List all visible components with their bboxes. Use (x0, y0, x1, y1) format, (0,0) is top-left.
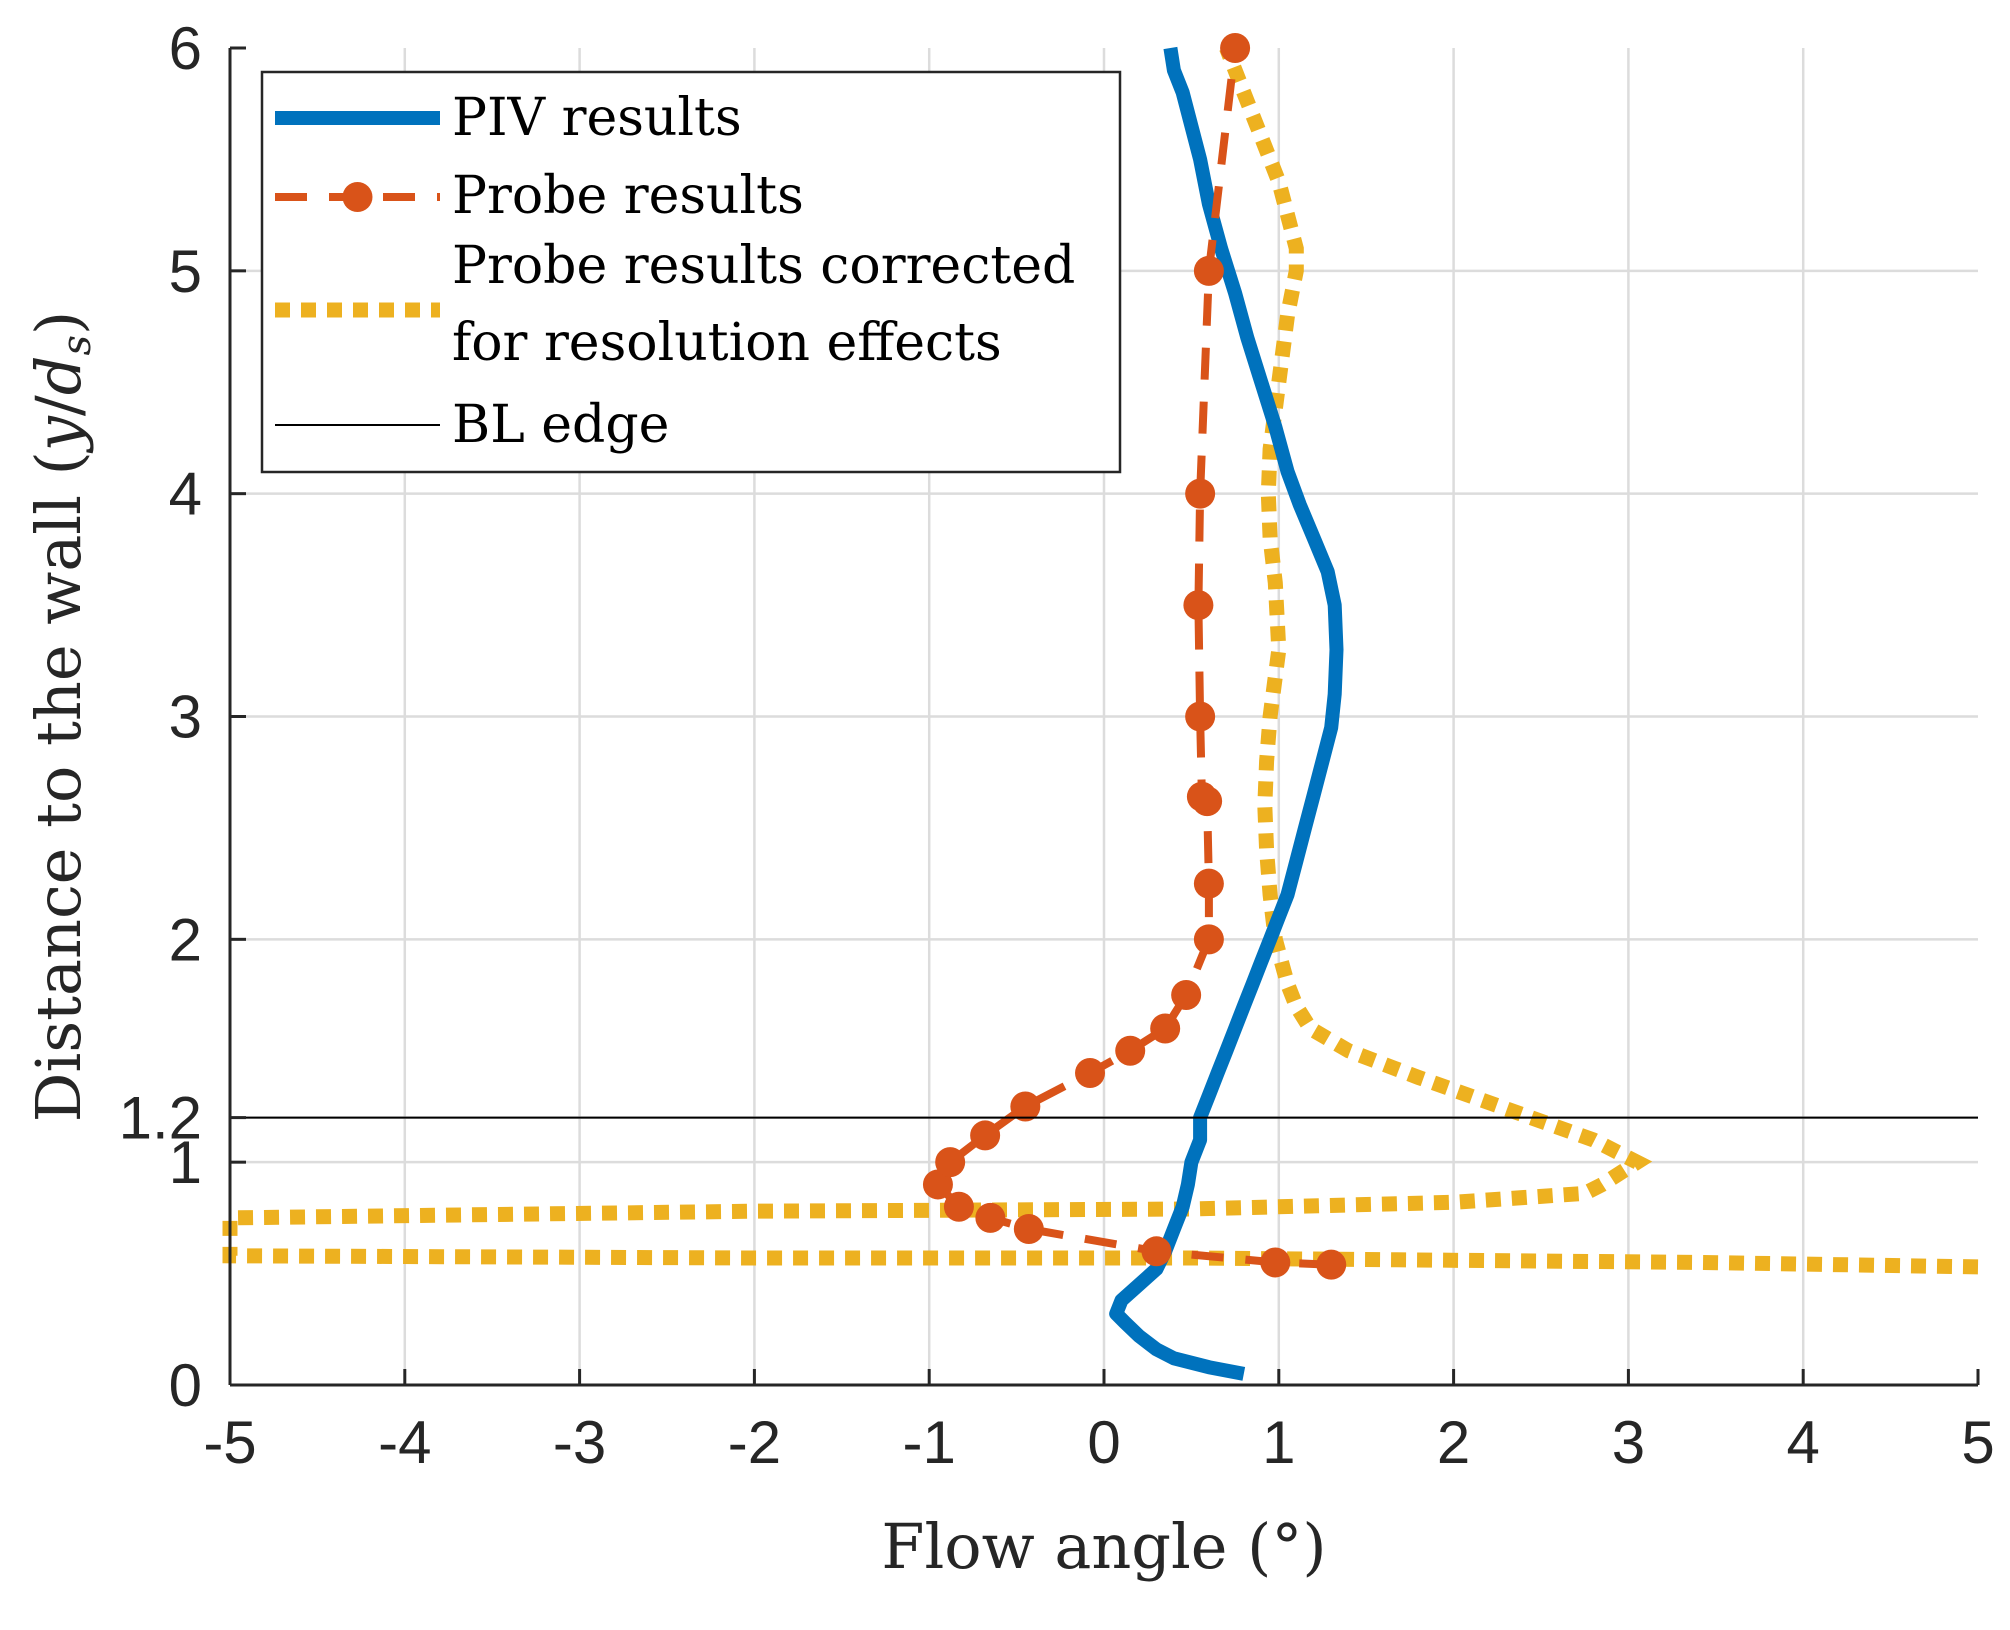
x-axis-label: Flow angle (°) (881, 1510, 1326, 1583)
y-tick-label: 1.2 (119, 1085, 202, 1152)
probe-marker (1260, 1247, 1291, 1278)
legend-sample-probe-marker (342, 182, 373, 212)
probe-marker (975, 1202, 1006, 1233)
probe-marker (1013, 1214, 1044, 1245)
y-axis-label-sub: s (54, 335, 100, 356)
legend-box (260, 70, 1122, 474)
probe-marker (1141, 1236, 1172, 1267)
x-tick-label: 2 (1437, 1409, 1470, 1476)
x-tick-label: 1 (1262, 1409, 1295, 1476)
x-tick-label: 4 (1787, 1409, 1820, 1476)
x-tick-label: -5 (203, 1409, 256, 1476)
probe-marker (1171, 980, 1202, 1011)
probe-marker (1150, 1013, 1181, 1044)
legend-label-corrected-line1: Probe results corrected (452, 236, 1075, 296)
legend: PIV results Probe results Probe results … (260, 70, 1122, 474)
y-tick-label: 1 (169, 1129, 202, 1196)
probe-marker (943, 1191, 974, 1222)
probe-marker (1220, 33, 1251, 63)
y-axis-label-main: Distance to the wall ( (22, 451, 95, 1122)
plot-series (222, 33, 1979, 1381)
probe-marker (1186, 781, 1217, 812)
probe-marker (922, 1169, 953, 1200)
y-tick-label: 4 (169, 461, 202, 528)
probe-marker (1185, 478, 1216, 509)
x-tick-label: 3 (1612, 1409, 1645, 1476)
probe-marker (1183, 590, 1214, 621)
y-tick-label: 2 (169, 906, 202, 973)
y-tick-label: 5 (169, 238, 202, 305)
legend-label-corrected-line2: for resolution effects (452, 313, 1002, 373)
probe-marker (1010, 1091, 1041, 1122)
probe-marker (1193, 255, 1224, 286)
y-tick-label: 6 (169, 15, 202, 82)
y-axis-label: Distance to the wall (y/ds) (22, 311, 100, 1122)
x-tick-label: -1 (903, 1409, 956, 1476)
probe-marker (1185, 701, 1216, 732)
x-tick-label: -4 (378, 1409, 431, 1476)
legend-label-probe: Probe results (452, 166, 804, 226)
probe-marker (1115, 1035, 1146, 1066)
x-tick-label: -2 (728, 1409, 781, 1476)
x-tick-label: 5 (1961, 1409, 1994, 1476)
x-tick-label: -3 (553, 1409, 606, 1476)
probe-marker (1316, 1249, 1347, 1280)
probe-marker (970, 1120, 1001, 1151)
legend-label-bl-edge: BL edge (452, 395, 669, 455)
probe-marker (935, 1147, 966, 1178)
y-tick-label: 0 (169, 1352, 202, 1419)
axes (228, 46, 1980, 1387)
y-axis-label-y: y (22, 415, 95, 454)
y-tick-label: 3 (169, 684, 202, 751)
x-tick-label: 0 (1087, 1409, 1120, 1476)
probe-marker (1193, 924, 1224, 955)
legend-label-piv: PIV results (452, 88, 742, 148)
probe-marker (1193, 868, 1224, 899)
probe-marker (1075, 1058, 1106, 1089)
y-axis-label-d: d (22, 356, 95, 396)
series-piv-line (1109, 46, 1344, 1381)
